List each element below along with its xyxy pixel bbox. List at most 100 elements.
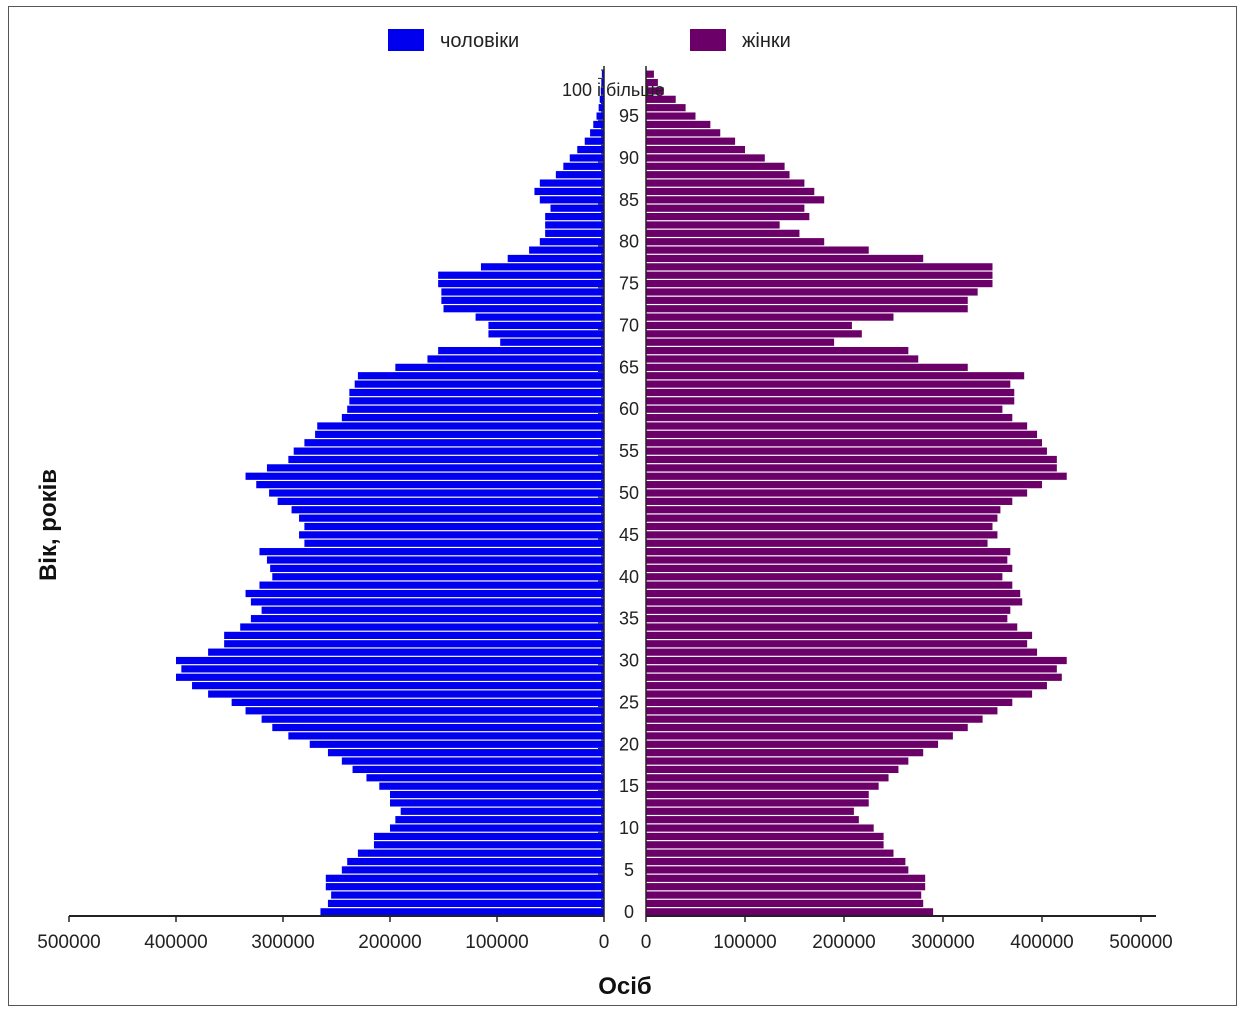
bar-female-age-32 [646,640,1027,647]
bar-male-age-37 [251,598,604,605]
bar-male-age-29 [181,665,604,672]
bar-female-age-6 [646,858,905,865]
bar-male-age-92 [585,138,604,145]
bar-female-age-53 [646,464,1057,471]
age-label-10: 10 [619,818,639,838]
bar-male-age-66 [427,355,604,362]
bar-female-age-46 [646,523,993,530]
bar-male-age-54 [288,456,604,463]
bar-male-age-32 [224,640,604,647]
x-tick-label-left: 300000 [251,932,314,953]
bar-female-age-26 [646,690,1032,697]
bar-female-age-14 [646,791,869,798]
bar-female-age-7 [646,850,894,857]
female-bars [646,71,1067,916]
x-axis-title: Осіб [598,973,652,1000]
bar-male-age-22 [272,724,604,731]
age-label-90: 90 [619,148,639,168]
bar-male-age-79 [529,246,604,253]
bar-male-age-4 [326,875,604,882]
bar-male-age-75 [438,280,604,287]
age-label-5: 5 [624,860,634,880]
bar-female-age-73 [646,297,968,304]
bar-male-age-30 [176,657,604,664]
bar-male-age-33 [224,632,604,639]
bar-male-age-65 [395,364,604,371]
bar-female-age-18 [646,757,908,764]
bar-female-age-45 [646,531,997,538]
bar-female-age-24 [646,707,997,714]
bar-male-age-42 [267,556,604,563]
bar-male-age-21 [288,732,604,739]
bar-male-age-36 [262,607,604,614]
bar-female-age-1 [646,900,923,907]
bar-male-age-35 [251,615,604,622]
age-label-50: 50 [619,483,639,503]
age-label-20: 20 [619,734,639,754]
x-tick-label-left: 500000 [37,932,100,953]
bar-female-age-93 [646,129,720,136]
bar-male-age-43 [259,548,604,555]
bar-male-age-49 [278,498,604,505]
bar-male-age-80 [540,238,604,245]
bar-female-age-4 [646,875,925,882]
bar-male-age-7 [358,850,604,857]
bar-female-age-50 [646,489,1027,496]
bar-female-age-34 [646,623,1017,630]
bar-female-age-42 [646,556,1007,563]
bar-female-age-19 [646,749,923,756]
male-bars [176,71,604,916]
bar-female-age-35 [646,615,1007,622]
bar-female-age-94 [646,121,710,128]
bar-female-age-96 [646,104,686,111]
bar-male-age-51 [256,481,604,488]
bar-female-age-3 [646,883,925,890]
bar-female-age-38 [646,590,1020,597]
bar-male-age-19 [328,749,604,756]
bar-female-age-47 [646,515,997,522]
bar-female-age-20 [646,741,938,748]
bar-male-age-16 [366,774,604,781]
bar-female-age-21 [646,732,953,739]
x-tick-label-right: 200000 [812,932,875,953]
bar-male-age-69 [488,330,604,337]
bar-female-age-90 [646,154,765,161]
x-tick-label-right: 100000 [713,932,776,953]
bar-male-age-90 [570,154,604,161]
bar-female-age-77 [646,263,993,270]
bar-female-age-54 [646,456,1057,463]
bar-female-age-60 [646,406,1002,413]
bar-female-age-16 [646,774,889,781]
bar-female-age-66 [646,355,918,362]
bar-female-age-79 [646,246,869,253]
bar-female-age-56 [646,439,1042,446]
bar-female-age-48 [646,506,1000,513]
bar-female-age-29 [646,665,1057,672]
bar-female-age-28 [646,674,1062,681]
bar-male-age-61 [349,397,604,404]
bar-female-age-71 [646,313,894,320]
bar-female-age-67 [646,347,908,354]
bar-male-age-53 [267,464,604,471]
bar-female-age-44 [646,540,988,547]
bar-male-age-31 [208,649,604,656]
bar-male-age-58 [317,422,604,429]
bar-male-age-89 [563,163,604,170]
bar-male-age-82 [545,221,604,228]
bar-male-age-84 [551,205,605,212]
bar-male-age-77 [481,263,604,270]
x-tick-label-right: 0 [641,932,652,953]
bar-female-age-64 [646,372,1024,379]
age-label-95: 95 [619,106,639,126]
bar-male-age-10 [390,824,604,831]
age-label-40: 40 [619,567,639,587]
bar-female-age-17 [646,766,898,773]
bar-male-age-87 [540,179,604,186]
bar-male-age-94 [593,121,604,128]
x-tick-label-left: 100000 [465,932,528,953]
x-tick-labels: 500000 0 400000 100000 300000 200000 200000 300… [37,932,1172,953]
age-label-70: 70 [619,315,639,335]
bar-female-age-86 [646,188,814,195]
bar-female-age-36 [646,607,1010,614]
